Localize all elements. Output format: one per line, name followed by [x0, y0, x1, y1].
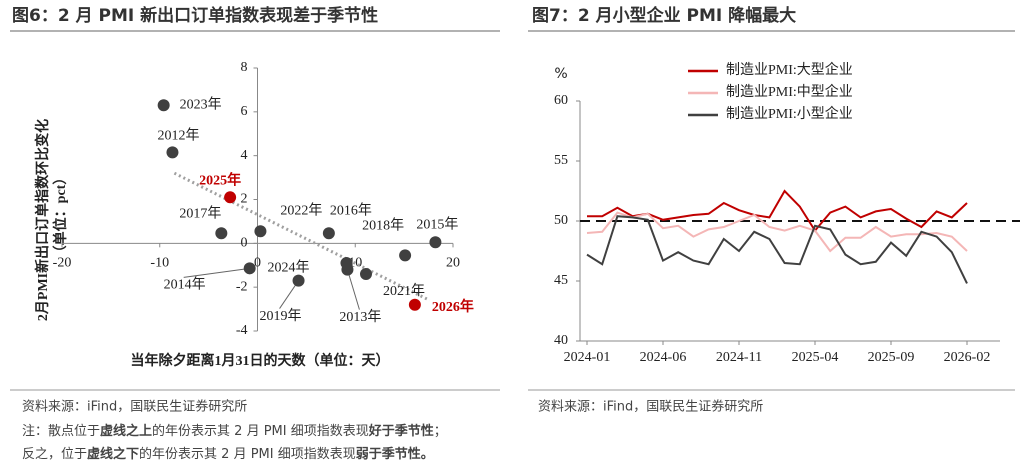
point-label: 2012年	[157, 128, 199, 144]
y-axis-label: 2月PMI新出口订单指数环比变化	[34, 119, 51, 321]
series-line	[587, 189, 968, 233]
note-part: 的年份表示其 2 月 PMI 细项指数表现	[139, 446, 356, 462]
note-part: 的年份表示其 2 月 PMI 细项指数表现	[152, 423, 369, 439]
y-tick-label: 2	[241, 192, 248, 207]
point	[215, 227, 228, 240]
point-label: 2016年	[330, 202, 372, 218]
y-tick-label: 60	[554, 93, 568, 108]
note-part: 反之，位于	[22, 447, 87, 462]
point-label: 2024年	[267, 259, 309, 275]
point-label: 2013年	[339, 309, 381, 325]
note: 反之，位于虚线之下的年份表示其 2 月 PMI 细项指数表现弱于季节性。	[22, 446, 434, 462]
y-axis-label: （单位：pct）	[52, 171, 69, 260]
x-tick-label: 0	[254, 256, 261, 271]
y-tick-label: -2	[236, 279, 248, 294]
point-label: 2015年	[416, 216, 458, 232]
point-label: 2019年	[260, 308, 302, 324]
point-label: 2025年	[199, 172, 241, 189]
series-line	[586, 211, 968, 253]
y-tick-label: 55	[554, 153, 568, 168]
point	[399, 249, 412, 262]
x-tick-label: 2024-01	[564, 350, 611, 365]
leader-line	[346, 269, 360, 310]
legend-label: 制造业PMI:大型企业	[726, 61, 853, 78]
x-tick-label: 2025-09	[868, 350, 915, 365]
chart-title: 图6：2 月 PMI 新出口订单指数表现差于季节性	[12, 5, 378, 26]
note-part: 好于季节性	[368, 423, 434, 439]
x-tick-label: -20	[53, 256, 72, 271]
legend-label: 制造业PMI:中型企业	[726, 83, 853, 100]
point-label: 2017年	[179, 205, 221, 221]
y-tick-label: 50	[554, 213, 568, 228]
note-part: ；	[434, 424, 447, 439]
x-tick-label: 2026-02	[944, 350, 991, 365]
point	[341, 263, 354, 276]
note-part: 弱于季节性。	[356, 446, 434, 462]
x-axis-label: 当年除夕距离1月31日的天数（单位：天）	[131, 352, 390, 369]
x-tick-label: 2025-04	[792, 350, 839, 365]
point	[429, 236, 442, 249]
y-tick-label: -4	[236, 323, 248, 338]
note: 注：散点位于虚线之上的年份表示其 2 月 PMI 细项指数表现好于季节性；	[22, 423, 447, 439]
point	[322, 227, 335, 240]
series-line	[586, 215, 968, 284]
note-part: 虚线之上	[100, 423, 152, 439]
chart-title: 图7：2 月小型企业 PMI 降幅最大	[532, 5, 796, 26]
point	[408, 298, 421, 311]
y-tick-label: 40	[554, 333, 568, 348]
point-label: 2026年	[432, 298, 474, 315]
legend-label: 制造业PMI:小型企业	[726, 105, 853, 122]
y-tick-label: 0	[241, 236, 248, 251]
point	[224, 191, 237, 204]
point-label: 2014年	[164, 277, 206, 293]
leader-line	[183, 267, 250, 278]
y-tick-label: 45	[554, 273, 568, 288]
note-part: 注：散点位于	[22, 424, 100, 439]
point-label: 2023年	[180, 96, 222, 112]
point	[292, 274, 305, 287]
point	[157, 99, 170, 112]
y-tick-label: 8	[241, 60, 248, 75]
x-tick-label: 2024-11	[716, 350, 762, 365]
y-unit: %	[554, 66, 567, 82]
x-tick-label: 20	[446, 256, 460, 271]
point	[254, 225, 267, 238]
point	[243, 262, 256, 275]
x-tick-label: 2024-06	[640, 350, 687, 365]
x-tick-label: -10	[150, 256, 169, 271]
point-label: 2018年	[362, 218, 404, 234]
point-label: 2021年	[383, 283, 425, 299]
source: 资料来源：iFind，国联民生证券研究所	[22, 399, 247, 415]
point	[166, 146, 179, 159]
source: 资料来源：iFind，国联民生证券研究所	[538, 399, 763, 415]
point-label: 2022年	[280, 202, 322, 218]
note-part: 虚线之下	[87, 446, 139, 462]
point	[360, 268, 373, 281]
y-tick-label: 6	[241, 104, 248, 119]
y-tick-label: 4	[241, 148, 248, 163]
